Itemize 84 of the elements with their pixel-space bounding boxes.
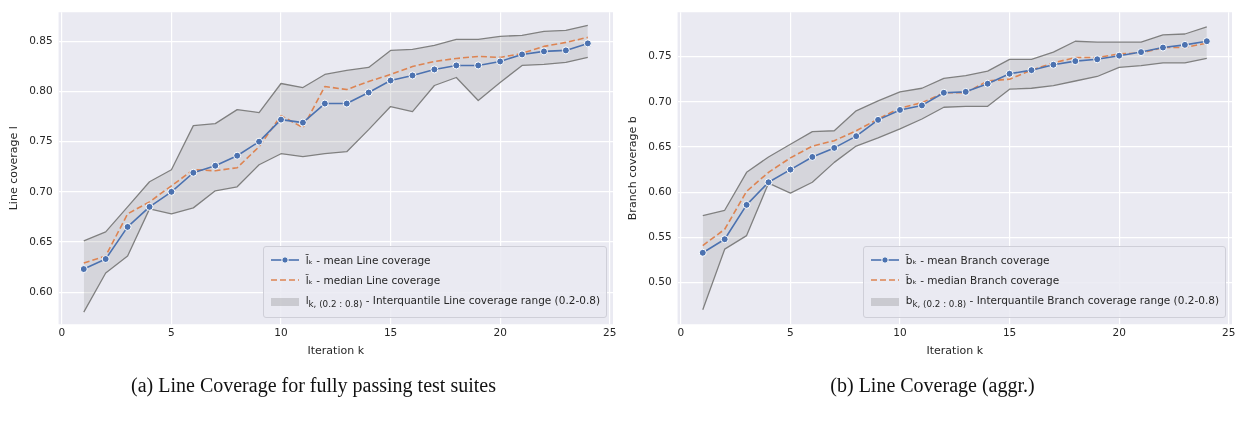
point bbox=[320, 99, 329, 108]
point bbox=[786, 165, 795, 174]
annotation: b$_{k, (0.2 : 0.8)}$ - Interquantile Branch coverage range (0.2-0.8) bbox=[905, 293, 1219, 312]
point bbox=[452, 61, 461, 70]
y-tick-label: 0.50 bbox=[648, 275, 672, 288]
point bbox=[1158, 43, 1167, 52]
point bbox=[720, 235, 729, 244]
x-tick-label: 10 bbox=[274, 326, 288, 339]
point bbox=[983, 79, 992, 88]
x-axis-title: Iteration k bbox=[307, 344, 365, 358]
y-tick-label: 0.70 bbox=[29, 184, 53, 197]
x-tick-label: 0 bbox=[58, 326, 66, 339]
y-axis-title: Line coverage l bbox=[7, 126, 21, 211]
x-tick-label: 10 bbox=[893, 326, 907, 339]
point bbox=[211, 161, 220, 170]
point bbox=[1027, 66, 1036, 75]
legend-label: b̄ₖ - mean Branch coverage bbox=[905, 253, 1050, 269]
point bbox=[123, 222, 132, 231]
x-tick-label: 20 bbox=[493, 326, 507, 339]
x-axis-title: Iteration k bbox=[926, 344, 984, 358]
y-tick-label: 0.70 bbox=[648, 94, 672, 107]
point bbox=[874, 115, 883, 124]
point bbox=[539, 47, 548, 56]
x-tick-label: 25 bbox=[1222, 326, 1236, 339]
text: (a) Line Coverage for fully passing test suites bbox=[130, 374, 497, 397]
y-tick-label: 0.75 bbox=[648, 49, 672, 62]
y-tick-label: 0.60 bbox=[648, 184, 672, 197]
point bbox=[764, 178, 773, 187]
point bbox=[561, 46, 570, 55]
point bbox=[79, 265, 88, 274]
x-tick-label: 5 bbox=[787, 326, 794, 339]
point bbox=[1093, 55, 1102, 64]
legend-label: l̃ₖ - median Line coverage bbox=[305, 273, 441, 289]
point bbox=[808, 152, 817, 161]
point bbox=[1202, 37, 1211, 46]
point bbox=[961, 87, 970, 96]
text: (b) Line Coverage (aggr.) bbox=[829, 374, 1036, 397]
y-tick-label: 0.75 bbox=[29, 134, 53, 147]
point bbox=[167, 187, 176, 196]
point bbox=[255, 137, 264, 146]
point bbox=[277, 115, 286, 124]
x-tick-label: 5 bbox=[168, 326, 175, 339]
point bbox=[1137, 48, 1146, 57]
point bbox=[852, 132, 861, 141]
x-tick-label: 20 bbox=[1112, 326, 1126, 339]
point bbox=[474, 61, 483, 70]
point bbox=[1071, 57, 1080, 66]
point bbox=[386, 76, 395, 85]
point bbox=[830, 143, 839, 152]
point bbox=[101, 255, 110, 264]
y-axis-title: Branch coverage b bbox=[626, 116, 640, 221]
point bbox=[939, 88, 948, 97]
point bbox=[408, 71, 417, 80]
legend-label: b̃ₖ - median Branch coverage bbox=[905, 273, 1060, 289]
x-tick-label: 25 bbox=[603, 326, 617, 339]
x-tick-label: 15 bbox=[1002, 326, 1017, 339]
y-tick-label: 0.85 bbox=[29, 34, 53, 47]
x-tick-label: 15 bbox=[383, 326, 398, 339]
point bbox=[298, 118, 307, 127]
y-tick-label: 0.55 bbox=[648, 230, 672, 243]
x-tick-label: 0 bbox=[677, 326, 685, 339]
point bbox=[233, 151, 242, 160]
point bbox=[1005, 69, 1014, 78]
point bbox=[583, 39, 592, 48]
point bbox=[496, 57, 505, 66]
point bbox=[145, 202, 154, 211]
point bbox=[896, 105, 905, 114]
point bbox=[1115, 51, 1124, 60]
annotation: l$_{k, (0.2 : 0.8)}$ - Interquantile Line coverage range (0.2-0.8) bbox=[305, 293, 600, 312]
point bbox=[1180, 40, 1189, 49]
point bbox=[1049, 60, 1058, 69]
point bbox=[364, 88, 373, 97]
y-tick-label: 0.80 bbox=[29, 84, 53, 97]
point bbox=[189, 168, 198, 177]
point bbox=[430, 65, 439, 74]
y-tick-label: 0.65 bbox=[29, 234, 53, 247]
point bbox=[742, 200, 751, 209]
y-tick-label: 0.65 bbox=[648, 139, 672, 152]
point bbox=[518, 50, 527, 59]
legend-label: l̄ₖ - mean Line coverage bbox=[305, 253, 431, 269]
point bbox=[698, 248, 707, 257]
point bbox=[917, 101, 926, 110]
point bbox=[342, 99, 351, 108]
y-tick-label: 0.60 bbox=[29, 284, 53, 297]
